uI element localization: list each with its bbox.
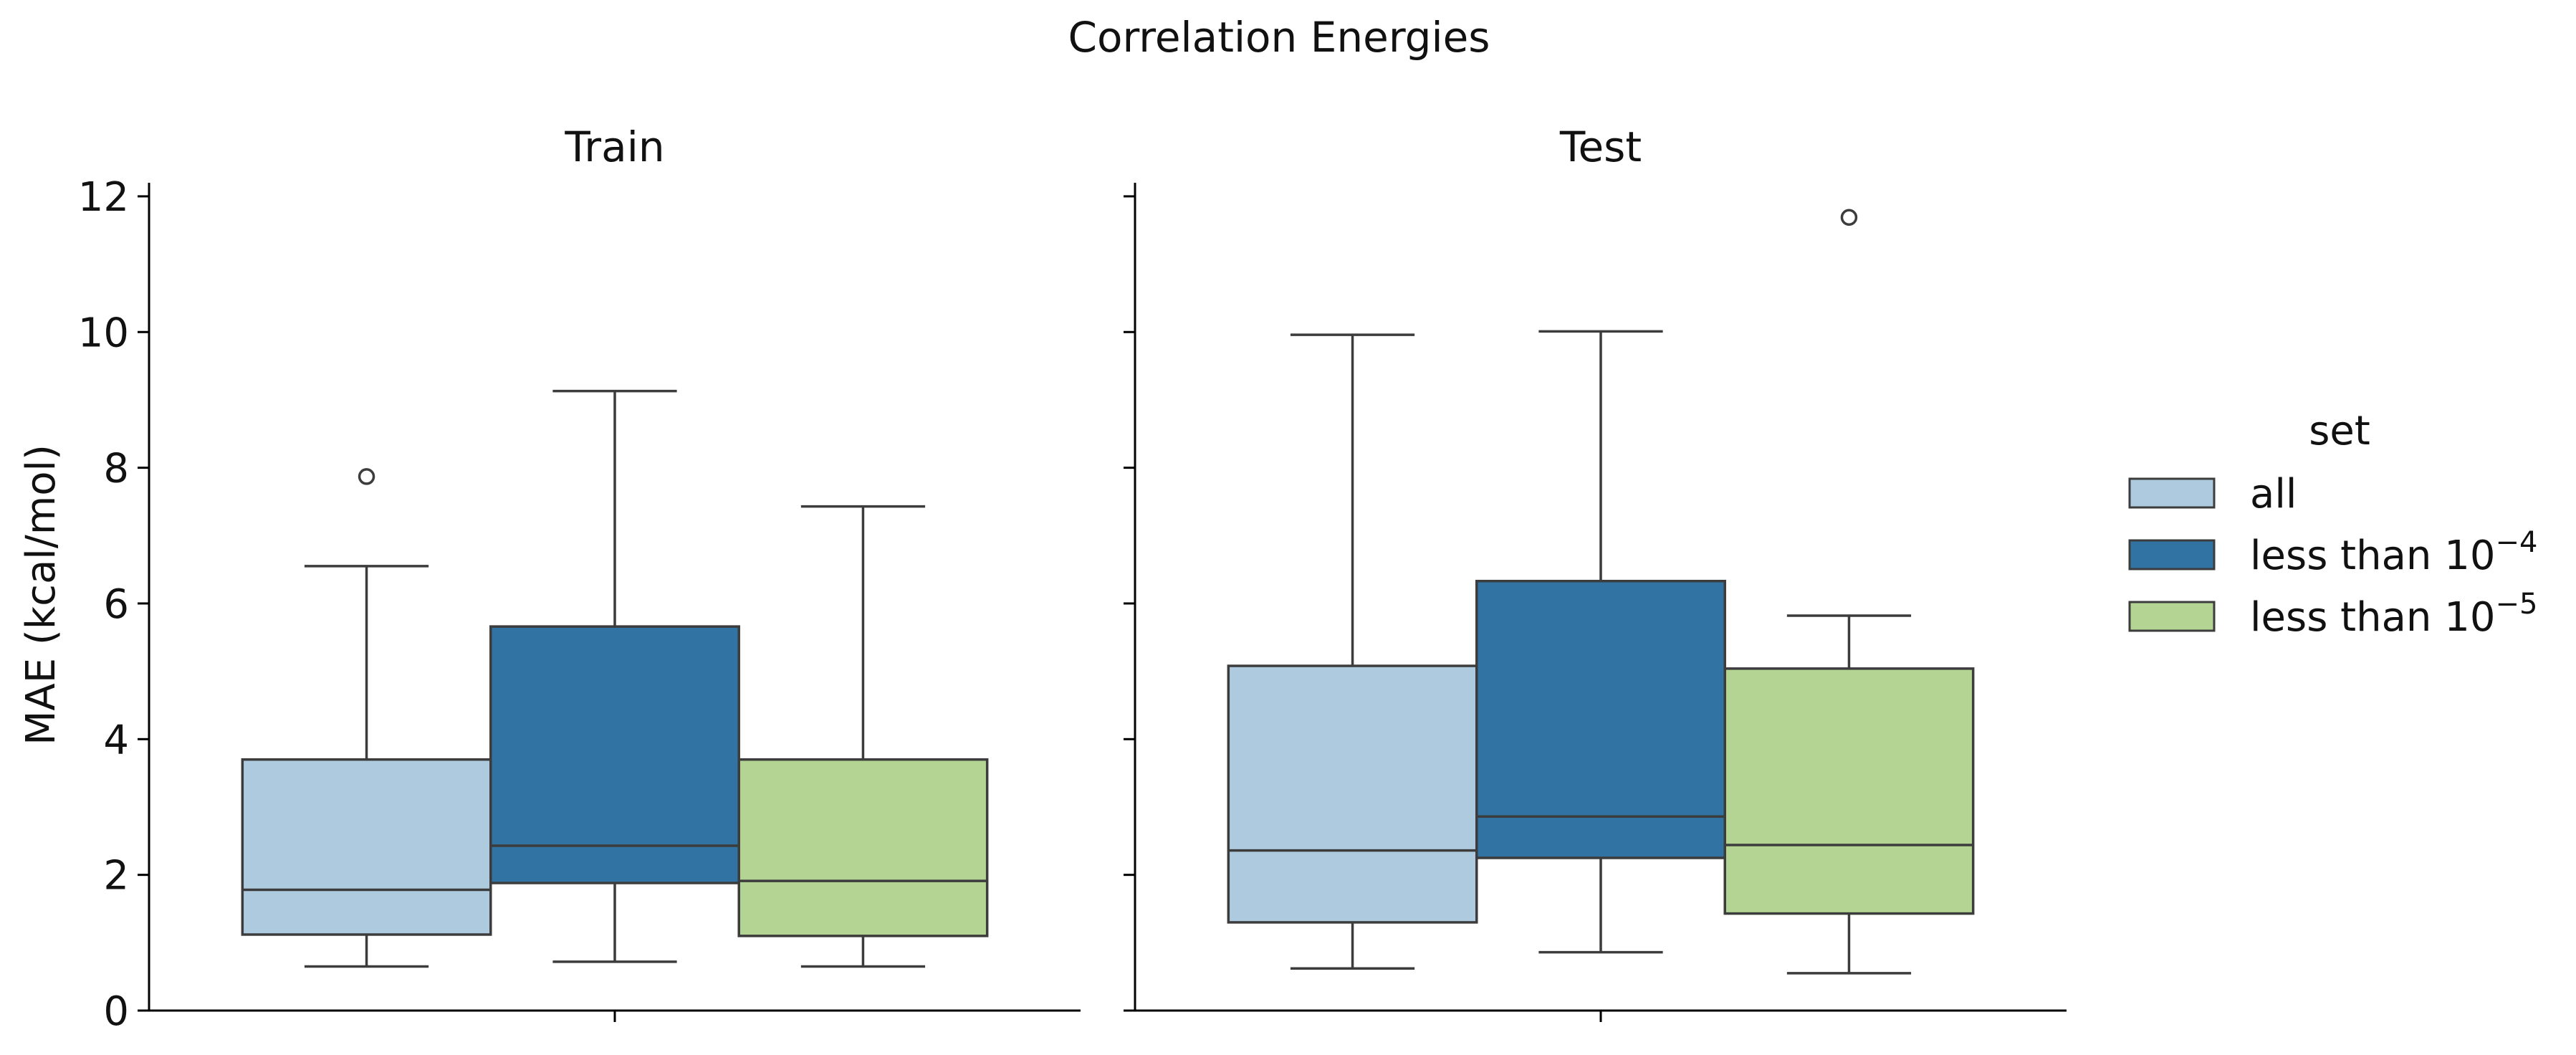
box-iqr [1723,667,1975,915]
panel-title-train: Train [564,123,664,171]
box-iqr [1227,664,1478,924]
y-tick-label: 8 [103,446,129,492]
box-lt5 [1723,209,1975,975]
legend-entry-lt4: less than 10−4 [2128,526,2537,579]
legend-swatch [2128,539,2216,571]
box-iqr [489,625,740,884]
box-iqr [241,758,492,936]
y-tick-label: 10 [78,310,129,356]
legend-label: less than 10−5 [2250,588,2537,641]
outlier-point [1840,209,1858,226]
panel-title-test: Test [1559,123,1642,171]
y-tick-label: 0 [103,988,129,1035]
legend-label: all [2250,471,2297,517]
y-tick-label: 12 [78,174,129,221]
box-lt4 [1475,330,1726,954]
box-iqr [1475,579,1726,859]
panel-train: Train 0 2 4 6 8 10 12 [78,123,1081,1035]
panels-layer: Train 0 2 4 6 8 10 12 Test [78,123,2067,1035]
legend-label: less than 10−4 [2250,526,2537,579]
panel-test: Test [1124,123,2067,1022]
y-tick-label: 6 [103,581,129,628]
legend-entry-lt5: less than 10−5 [2128,588,2537,641]
legend-entry-all: all [2128,471,2297,517]
y-tick-label: 2 [103,853,129,899]
box-iqr [737,758,989,937]
outlier-point [358,468,375,485]
box-all [241,468,492,968]
legend-swatch [2128,601,2216,632]
chart-title: Correlation Energies [1068,13,1490,62]
box-all [1227,333,1478,970]
box-lt5 [737,505,989,968]
y-tick-label: 4 [103,717,129,763]
legend-title: set [2309,408,2370,454]
box-lt4 [489,389,740,963]
legend-swatch [2128,477,2216,509]
y-axis-label: MAE (kcal/mol) [18,444,64,745]
